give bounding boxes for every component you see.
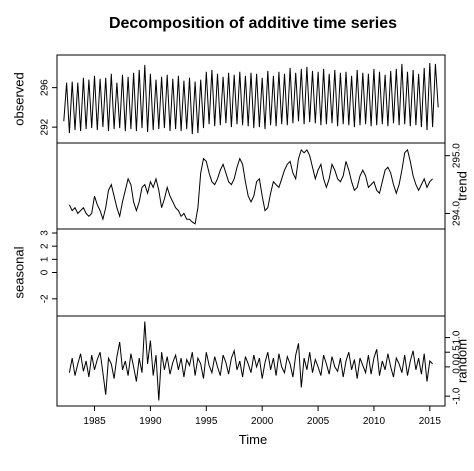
panel-label-seasonal: seasonal (11, 246, 26, 298)
y-tick-label-trend: 295.0 (452, 143, 463, 168)
panel-label-trend: trend (454, 171, 469, 201)
panel-frame-random (56, 315, 446, 407)
chart-title: Decomposition of additive time series (109, 15, 397, 32)
series-trend (68, 148, 433, 225)
x-axis-title: Time (239, 432, 267, 447)
y-tick-label-random: -1.0 (452, 387, 463, 405)
y-tick-label-observed: 292 (40, 118, 51, 135)
x-tick-label: 2000 (251, 416, 274, 427)
y-tick-label-trend: 294.0 (452, 200, 463, 225)
x-tick-label: 1995 (195, 416, 218, 427)
panel-label-observed: observed (11, 72, 26, 125)
y-tick-label-random: 0.5 (452, 345, 463, 359)
x-tick-label: 2005 (307, 416, 330, 427)
y-tick-label-seasonal: 1 (40, 256, 51, 262)
x-tick-label: 1985 (83, 416, 106, 427)
y-tick-label-random: 0.0 (452, 359, 463, 373)
y-tick-label-random: 1.0 (452, 330, 463, 344)
x-tick-label: 2010 (363, 416, 386, 427)
x-tick-label: 2015 (419, 416, 442, 427)
panel-label-random: random (454, 339, 469, 383)
panel-frame-seasonal (56, 228, 446, 317)
series-random (68, 321, 433, 401)
x-tick-label: 1990 (139, 416, 162, 427)
y-tick-label-seasonal: 2 (40, 243, 51, 249)
y-tick-label-seasonal: -2 (40, 294, 51, 303)
y-tick-label-observed: 296 (40, 79, 51, 96)
y-tick-label-seasonal: 3 (40, 230, 51, 236)
series-observed (63, 62, 439, 135)
panel-frame-trend (56, 142, 446, 230)
y-tick-label-seasonal: 0 (40, 269, 51, 275)
